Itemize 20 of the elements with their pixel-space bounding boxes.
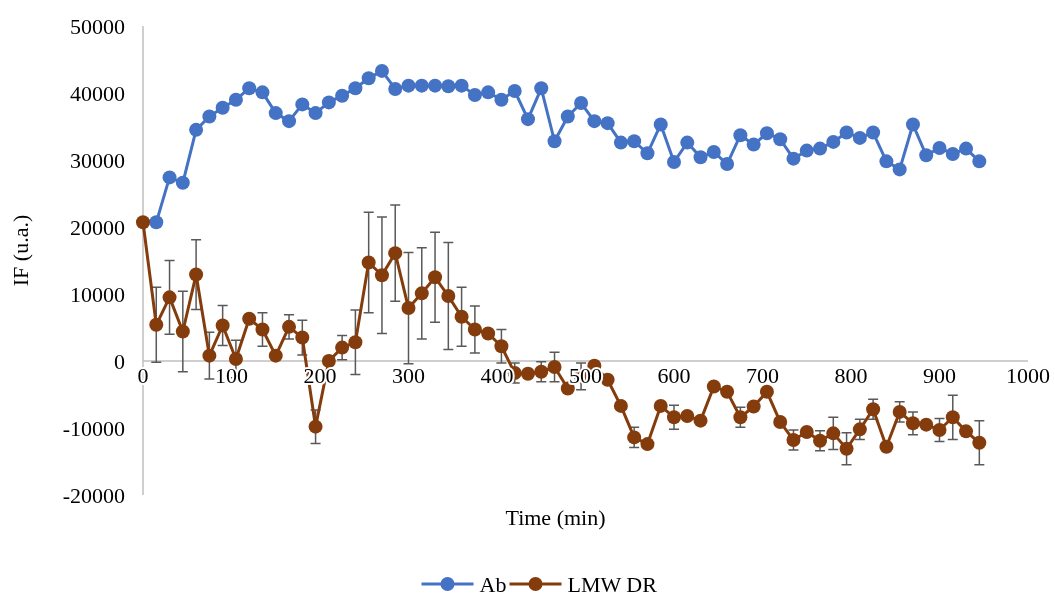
y-tick-label: 10000 (70, 281, 125, 307)
y-tick-label: 30000 (70, 147, 125, 173)
legend-label: LMW DR (567, 571, 658, 597)
y-tick-label: 20000 (70, 214, 125, 240)
x-tick-label: 700 (746, 363, 779, 388)
x-tick-label: 600 (657, 363, 691, 388)
x-axis-title: Time (min) (505, 505, 606, 530)
x-tick-label: 300 (392, 363, 425, 388)
y-tick-label: 40000 (70, 80, 125, 106)
x-tick-label: 900 (923, 363, 956, 388)
y-tick-label: 50000 (70, 13, 125, 39)
y-tick-label: -20000 (62, 482, 125, 508)
y-tick-label: -10000 (62, 415, 125, 441)
x-tick-label: 0 (137, 363, 149, 388)
x-tick-label: 1000 (1006, 363, 1050, 388)
y-axis-title: IF (u.a.) (8, 214, 33, 287)
x-tick-label: 100 (215, 363, 248, 388)
legend-label: Ab (479, 571, 507, 597)
x-tick-label: 800 (834, 363, 868, 388)
x-tick-label: 400 (480, 363, 514, 388)
